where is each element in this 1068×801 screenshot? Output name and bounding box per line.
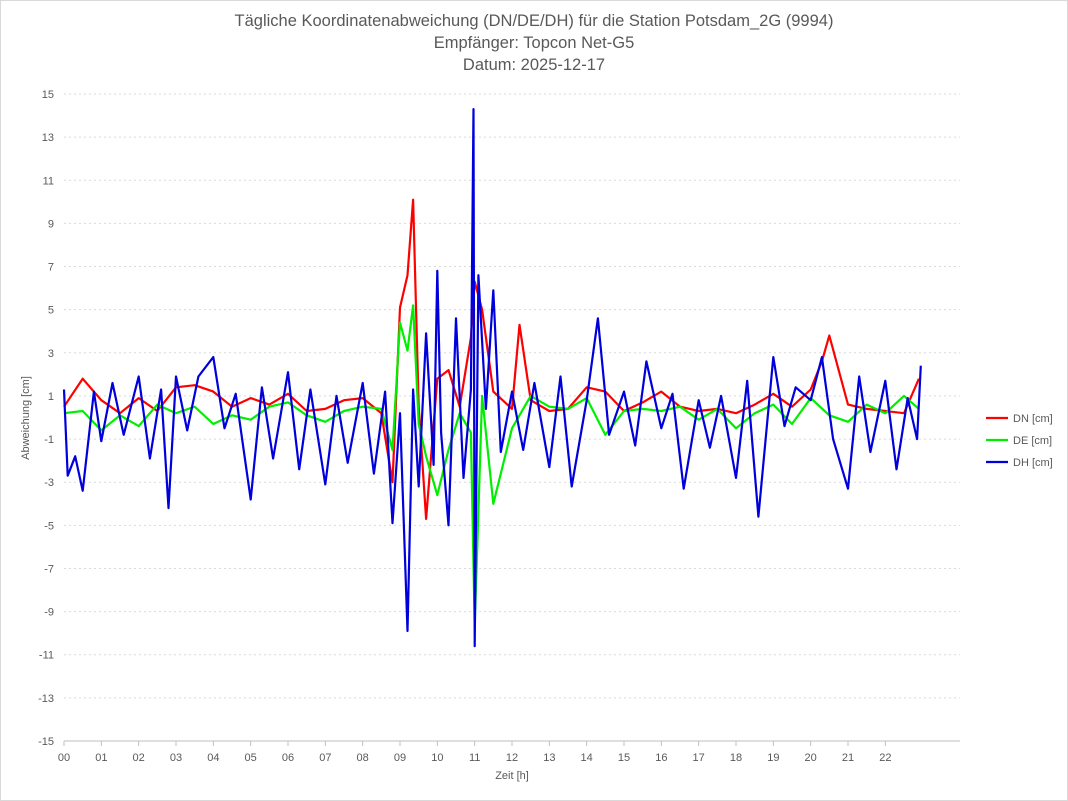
- grid-lines: [64, 93, 960, 699]
- x-tick-label: 15: [618, 752, 630, 764]
- x-tick-label: 17: [693, 752, 705, 764]
- x-tick-label: 20: [805, 752, 817, 764]
- y-tick-label: 3: [48, 348, 54, 360]
- legend: DN [cm] DE [cm] DH [cm]: [986, 413, 1053, 469]
- series-line-dn: [63, 198, 920, 521]
- y-tick-label: -1: [44, 434, 54, 446]
- y-tick-label: -5: [44, 520, 54, 532]
- x-tick-label: 07: [319, 752, 331, 764]
- legend-label: DH [cm]: [1013, 457, 1053, 469]
- series-lines: [62, 107, 922, 648]
- x-axis-ticks: 00 01 02 03 04 05 06 07 08 09 10 11 12 13 14 15 16 17 18 19…: [58, 741, 891, 764]
- x-tick-label: 05: [245, 752, 257, 764]
- y-tick-label: -13: [38, 693, 54, 705]
- y-axis-title: Abweichung [cm]: [20, 376, 32, 460]
- y-tick-label: 13: [42, 132, 54, 144]
- x-tick-label: 13: [543, 752, 555, 764]
- x-tick-label: 04: [207, 752, 219, 764]
- x-tick-label: 16: [655, 752, 667, 764]
- x-tick-label: 08: [357, 752, 369, 764]
- y-tick-label: 15: [42, 89, 54, 101]
- y-tick-label: -7: [44, 563, 54, 575]
- chart-subtitle-date: Datum: 2025-12-17: [462, 56, 606, 74]
- y-axis-ticks: 15 13 11 9 7 5 3 1 -1 -3 -5 -7 -9 -11 -13 -15: [38, 89, 54, 748]
- series-line-dh: [62, 107, 922, 648]
- y-tick-label: -3: [44, 477, 54, 489]
- legend-label: DE [cm]: [1013, 435, 1052, 447]
- legend-label: DN [cm]: [1013, 413, 1053, 425]
- y-tick-label: -11: [39, 650, 54, 662]
- y-tick-label: 7: [48, 262, 54, 274]
- y-tick-label: -15: [38, 736, 54, 748]
- x-tick-label: 12: [506, 752, 518, 764]
- x-tick-label: 21: [842, 752, 854, 764]
- y-tick-label: 5: [48, 305, 54, 317]
- x-tick-label: 11: [469, 752, 480, 764]
- x-tick-label: 10: [431, 752, 443, 764]
- x-tick-label: 00: [58, 752, 70, 764]
- y-tick-label: -9: [44, 607, 54, 619]
- x-tick-label: 01: [95, 752, 107, 764]
- x-tick-label: 18: [730, 752, 742, 764]
- x-axis-title: Zeit [h]: [495, 770, 529, 782]
- x-tick-label: 09: [394, 752, 406, 764]
- series-line-de: [63, 304, 920, 628]
- x-tick-label: 14: [581, 752, 593, 764]
- x-tick-label: 22: [879, 752, 891, 764]
- x-tick-label: 19: [767, 752, 779, 764]
- x-tick-label: 03: [170, 752, 182, 764]
- x-tick-label: 06: [282, 752, 294, 764]
- y-tick-label: 9: [48, 218, 54, 230]
- x-tick-label: 02: [133, 752, 145, 764]
- chart-titles: Tägliche Koordinatenabweichung (DN/DE/DH…: [0, 10, 1068, 76]
- y-tick-label: 11: [43, 175, 54, 187]
- chart-subtitle-receiver: Empfänger: Topcon Net-G5: [433, 34, 635, 52]
- y-tick-label: 1: [48, 391, 54, 403]
- chart-title: Tägliche Koordinatenabweichung (DN/DE/DH…: [234, 12, 834, 30]
